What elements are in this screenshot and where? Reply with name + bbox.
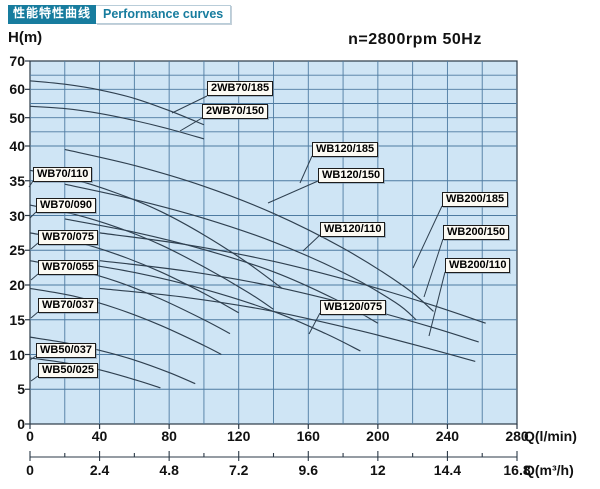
curve-label-wb50-037: WB50/037 — [36, 343, 96, 358]
y-tick-label: 15 — [9, 311, 25, 328]
leader-line — [302, 234, 321, 252]
leader-line — [179, 117, 203, 132]
curve-wb120-075 — [64, 260, 361, 352]
curve-wb200-185 — [99, 232, 486, 324]
curve-label-wb120-150: WB120/150 — [318, 168, 385, 183]
leader-line — [423, 238, 444, 298]
x-tick-label-m3h: 7.2 — [228, 462, 249, 478]
curve-label-wb200-110: WB200/110 — [445, 258, 511, 273]
curve-label-2wb70-150: 2WB70/150 — [202, 104, 269, 119]
y-axis-title: H(m) — [8, 29, 43, 46]
leader-line — [30, 242, 39, 250]
leader-line — [30, 375, 39, 382]
y-tick-label: 70 — [9, 53, 25, 69]
leader-line — [412, 205, 443, 269]
curve-label-wb70-090: WB70/090 — [36, 198, 96, 213]
y-tick-label: 40 — [9, 138, 25, 154]
x-tick-label-m3h: 0 — [26, 462, 34, 478]
x-axis-unit-lmin: Q(l/min) — [524, 428, 577, 444]
y-tick-label: 25 — [9, 242, 25, 259]
curve-wb120-185 — [64, 148, 434, 312]
header: 性能特性曲线 Performance curves — [8, 5, 232, 24]
curve-label-wb120-110: WB120/110 — [320, 222, 386, 237]
y-tick-label: 60 — [9, 81, 25, 98]
x-tick-label-m3h: 2.4 — [89, 462, 110, 478]
curve-label-wb200-185: WB200/185 — [442, 192, 509, 207]
curve-label-wb70-110: WB70/110 — [33, 167, 93, 182]
x-tick-label-m3h: 14.4 — [433, 462, 462, 478]
leader-line — [299, 155, 313, 184]
header-title-cn: 性能特性曲线 — [8, 5, 97, 24]
x-tick-label-lmin: 80 — [161, 428, 177, 444]
y-tick-label: 20 — [9, 277, 25, 293]
chart-title: n=2800rpm 50Hz — [348, 31, 482, 48]
x-tick-label-lmin: 0 — [26, 428, 34, 444]
curve-label-wb50-025: WB50/025 — [38, 363, 98, 378]
leader-line — [30, 273, 39, 281]
curve-label-wb120-185: WB120/185 — [312, 142, 379, 157]
header-title-en: Performance curves — [96, 5, 232, 24]
curve-label-wb70-075: WB70/075 — [38, 230, 98, 245]
x-tick-label-m3h: 16.8 — [503, 462, 531, 478]
x-tick-label-lmin: 160 — [296, 428, 320, 444]
curve-wb200-110 — [99, 287, 476, 363]
x-tick-label-lmin: 280 — [505, 428, 529, 444]
curve-label-wb120-075: WB120/075 — [320, 300, 387, 315]
x-tick-label-m3h: 4.8 — [159, 462, 179, 478]
leader-line — [428, 271, 446, 337]
curve-label-wb70-037: WB70/037 — [38, 298, 98, 313]
curve-label-wb70-055: WB70/055 — [38, 260, 98, 275]
curve-wb120-110 — [64, 218, 379, 324]
curve-label-wb200-150: WB200/150 — [443, 225, 510, 240]
x-tick-label-lmin: 40 — [91, 428, 108, 444]
y-tick-label: 50 — [9, 109, 25, 126]
curve-wb70-090 — [29, 204, 274, 310]
y-tick-label: 0 — [17, 416, 25, 432]
x-tick-label-lmin: 240 — [435, 428, 460, 444]
x-tick-label-m3h: 12 — [370, 462, 386, 478]
curve-wb120-150 — [64, 183, 417, 321]
leader-line — [30, 311, 39, 319]
curve-2wb70-150 — [29, 105, 205, 140]
leader-line — [29, 211, 37, 219]
x-tick-label-lmin: 120 — [227, 428, 251, 444]
curve-wb70-037 — [29, 287, 222, 356]
curve-wb50-037 — [29, 336, 196, 385]
leader-line — [28, 180, 34, 188]
y-tick-label: 35 — [9, 172, 25, 189]
curve-2wb70-185 — [29, 80, 205, 126]
x-axis-unit-m3h: Q(m³/h) — [524, 462, 574, 478]
x-tick-label-lmin: 200 — [366, 428, 390, 444]
y-tick-label: 5 — [17, 381, 25, 398]
curve-wb200-150 — [99, 260, 479, 343]
curve-label-2wb70-185: 2WB70/185 — [207, 81, 274, 96]
y-tick-label: 10 — [9, 346, 25, 363]
leader-line — [308, 312, 321, 335]
leader-line — [267, 180, 319, 204]
leader-line — [171, 95, 208, 114]
curve-wb50-025 — [29, 357, 161, 389]
y-tick-label: 30 — [9, 207, 25, 224]
x-tick-label-m3h: 9.6 — [298, 462, 319, 478]
